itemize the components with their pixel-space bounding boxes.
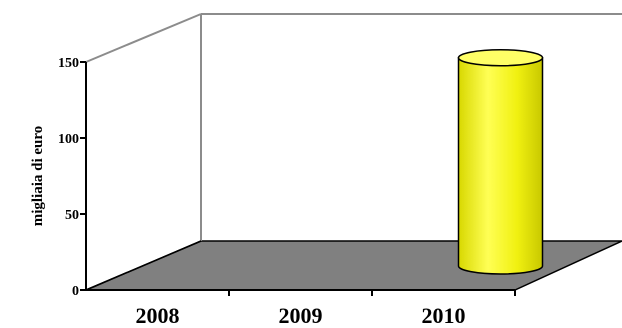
side-wall-top-edge bbox=[85, 13, 202, 63]
y-tick-label: 0 bbox=[72, 284, 79, 299]
bars bbox=[457, 49, 544, 275]
bar-2010 bbox=[457, 49, 544, 275]
side-wall-bottom-edge bbox=[85, 240, 202, 291]
bar-top bbox=[457, 49, 544, 67]
y-ticks: 0 50 100 150 bbox=[58, 56, 86, 299]
y-tick-label: 50 bbox=[65, 208, 79, 223]
x-category-label: 2009 bbox=[279, 303, 323, 328]
y-tick-label: 100 bbox=[58, 132, 79, 147]
bar-body bbox=[457, 57, 544, 275]
x-labels: 2008 2009 2010 bbox=[136, 290, 516, 328]
x-category-label: 2010 bbox=[422, 303, 466, 328]
y-tick-label: 150 bbox=[58, 56, 79, 71]
x-category-label: 2008 bbox=[136, 303, 180, 328]
y-axis-title: migliaia di euro bbox=[30, 126, 46, 227]
